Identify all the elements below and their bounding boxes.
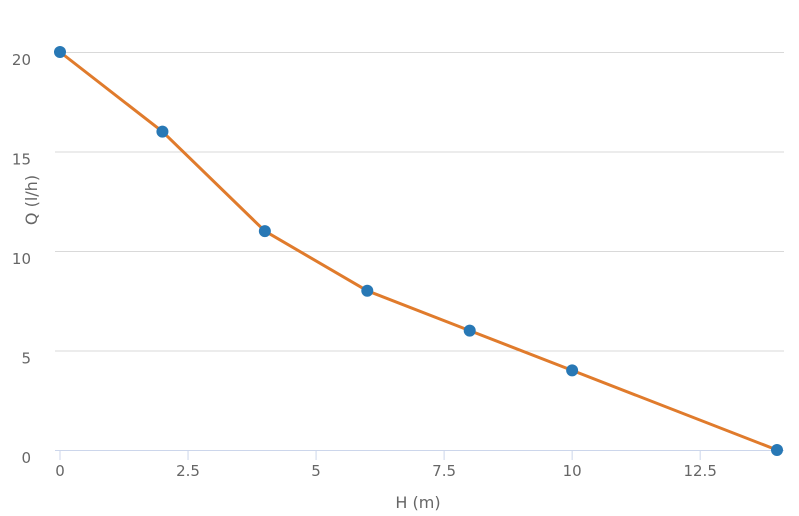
y-tick-label: 0 [21,449,31,467]
data-point[interactable] [361,284,374,297]
data-point[interactable] [771,444,783,456]
data-point[interactable] [54,46,66,58]
x-tick-label: 10 [563,462,582,480]
y-tick-label: 10 [12,250,31,268]
x-tick-label: 5 [311,462,321,480]
x-tick-label: 0 [55,462,65,480]
grid-lines [55,52,784,352]
y-tick-label: 5 [21,350,31,368]
x-tick-label: 7.5 [432,462,456,480]
x-axis-ticks: 0 2.5 5 7.5 10 12.5 [55,450,717,480]
y-tick-label: 20 [12,51,31,69]
y-axis-ticks: 0 5 10 15 20 [12,51,31,467]
x-tick-label: 12.5 [683,462,716,480]
x-tick-label: 2.5 [176,462,200,480]
data-point[interactable] [258,225,271,238]
data-point[interactable] [566,364,579,377]
data-point[interactable] [463,324,476,337]
data-point[interactable] [156,125,169,138]
series-group [54,46,783,456]
y-tick-label: 15 [12,151,31,169]
y-axis-title: Q (l/h) [22,175,41,225]
x-axis-title: H (m) [395,493,440,512]
